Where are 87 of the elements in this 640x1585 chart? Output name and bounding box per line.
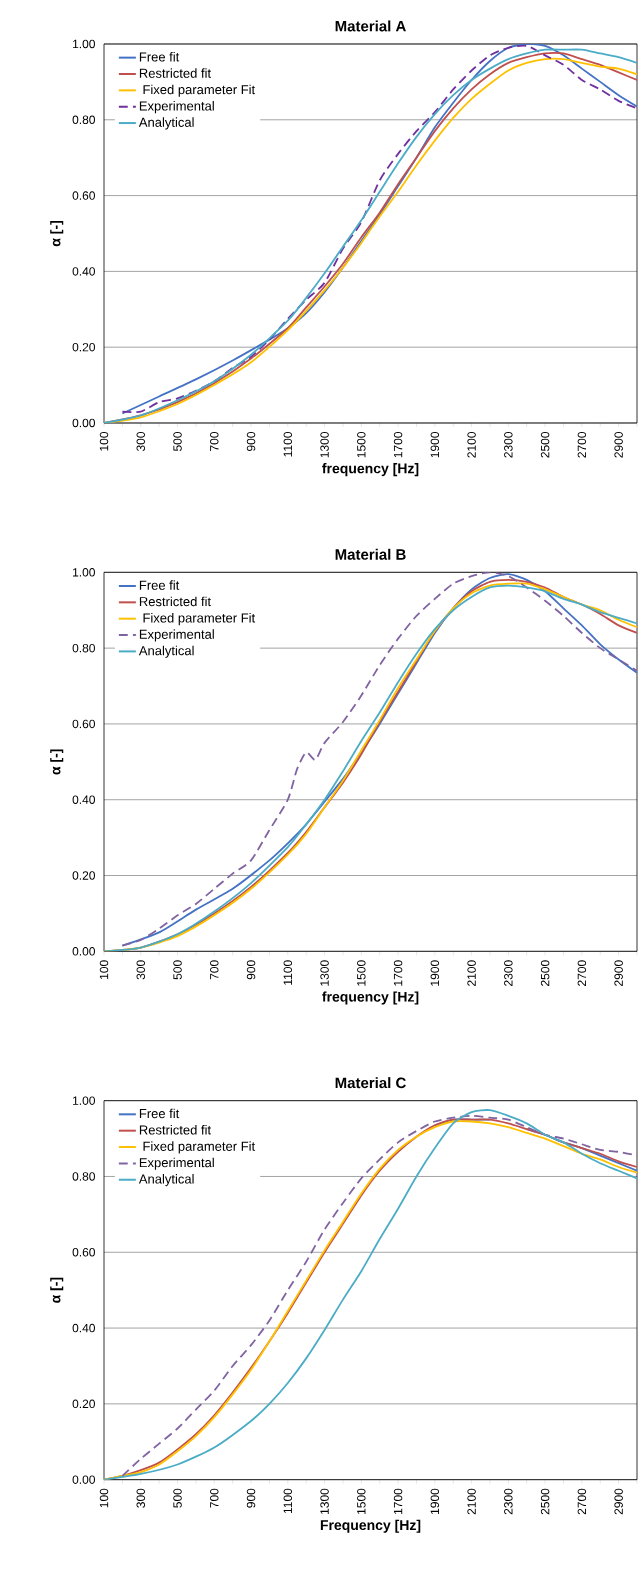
y-tick-label: 1.00 xyxy=(73,1096,95,1105)
y-tick-label: 0.80 xyxy=(72,1172,95,1181)
x-tick-label: 2900 xyxy=(614,431,623,458)
x-tick-label: 700 xyxy=(210,960,219,980)
legend-label: Restricted fit xyxy=(139,1124,211,1135)
x-tick-label: 2100 xyxy=(467,431,476,458)
y-tick-label: 0.00 xyxy=(72,1475,95,1484)
x-tick-label: 1100 xyxy=(283,1488,293,1514)
x-tick-label: 2100 xyxy=(467,1488,476,1515)
chart-title: Material B xyxy=(335,548,406,560)
x-tick-label: 500 xyxy=(173,1488,182,1508)
x-tick-label: 1500 xyxy=(357,960,366,986)
x-tick-label: 1300 xyxy=(320,431,329,458)
y-tick-label: 0.20 xyxy=(72,871,95,880)
x-tick-label: 2900 xyxy=(614,960,623,986)
x-tick-label: 900 xyxy=(246,960,256,980)
x-tick-label: 700 xyxy=(210,431,219,451)
legend-label: Fixed parameter Fit xyxy=(143,1141,256,1154)
legend-label: Fixed parameter Fit xyxy=(143,613,256,626)
y-tick-label: 0.20 xyxy=(72,342,95,352)
x-tick-label: 2500 xyxy=(540,431,550,458)
y-tick-label: 0.00 xyxy=(72,947,95,956)
legend-label: Free fit xyxy=(139,1108,180,1119)
x-axis-title: frequency [Hz] xyxy=(322,463,419,477)
y-tick-label: 0.00 xyxy=(72,418,95,428)
x-tick-label: 900 xyxy=(246,431,256,451)
y-tick-label: 0.80 xyxy=(72,643,95,653)
x-tick-label: 100 xyxy=(99,1488,109,1508)
legend-label: Experimental xyxy=(139,1157,214,1170)
legend-label: Restricted fit xyxy=(139,68,211,78)
y-axis-title: α [-] xyxy=(50,749,64,775)
chart-title: Material A xyxy=(335,20,406,32)
legend-label: Restricted fit xyxy=(139,596,211,607)
y-tick-label: 0.20 xyxy=(72,1399,95,1409)
x-tick-label: 900 xyxy=(246,1488,256,1508)
legend-label: Experimental xyxy=(139,101,214,114)
y-tick-label: 1.00 xyxy=(73,39,95,49)
x-tick-label: 500 xyxy=(173,431,182,452)
y-tick-label: 1.00 xyxy=(73,568,95,577)
x-tick-label: 300 xyxy=(136,960,146,980)
x-tick-label: 2900 xyxy=(614,1488,623,1515)
x-tick-label: 1900 xyxy=(430,1488,440,1514)
x-tick-label: 2700 xyxy=(577,960,587,986)
x-tick-label: 1300 xyxy=(320,960,329,986)
x-tick-label: 1700 xyxy=(393,1488,403,1514)
x-tick-label: 2300 xyxy=(504,1488,513,1515)
y-tick-label: 0.40 xyxy=(72,795,95,804)
x-tick-label: 1900 xyxy=(430,431,440,458)
x-axis-title: frequency [Hz] xyxy=(322,991,419,1005)
x-tick-label: 1500 xyxy=(357,431,366,458)
y-tick-label: 0.60 xyxy=(72,1248,95,1257)
x-tick-label: 100 xyxy=(99,960,109,979)
x-tick-label: 2700 xyxy=(577,1488,587,1515)
x-tick-label: 2300 xyxy=(504,431,513,458)
x-tick-label: 500 xyxy=(173,960,182,980)
x-tick-label: 1100 xyxy=(283,960,293,985)
legend-label: Analytical xyxy=(138,117,194,130)
chart-title: Material C xyxy=(335,1077,406,1089)
y-tick-label: 0.80 xyxy=(72,115,95,125)
x-axis-title: Frequency [Hz] xyxy=(320,1519,421,1533)
y-tick-label: 0.60 xyxy=(72,719,95,729)
legend-label: Fixed parameter Fit xyxy=(143,84,256,97)
x-tick-label: 300 xyxy=(136,431,146,452)
y-tick-label: 0.40 xyxy=(72,267,95,276)
x-tick-label: 2300 xyxy=(504,960,513,986)
legend-label: Analytical xyxy=(138,645,194,658)
x-tick-label: 2500 xyxy=(540,960,550,986)
legend-label: Experimental xyxy=(139,629,214,642)
x-tick-label: 100 xyxy=(99,431,109,451)
x-tick-label: 1700 xyxy=(393,960,403,986)
x-tick-label: 300 xyxy=(136,1488,146,1508)
x-tick-label: 1700 xyxy=(393,431,403,458)
legend-label: Free fit xyxy=(139,51,180,62)
x-tick-label: 2100 xyxy=(467,960,476,986)
y-tick-label: 0.40 xyxy=(72,1323,95,1333)
x-tick-label: 700 xyxy=(210,1488,219,1508)
y-axis-title: α [-] xyxy=(50,221,64,247)
legend-label: Free fit xyxy=(139,580,180,590)
x-tick-label: 1300 xyxy=(320,1488,329,1514)
x-tick-label: 2700 xyxy=(577,431,587,458)
y-tick-label: 0.60 xyxy=(72,191,95,200)
y-axis-title: α [-] xyxy=(50,1277,64,1303)
legend-label: Analytical xyxy=(138,1174,194,1187)
x-tick-label: 2500 xyxy=(540,1488,550,1515)
x-tick-label: 1900 xyxy=(430,960,440,986)
x-tick-label: 1100 xyxy=(283,431,293,457)
x-tick-label: 1500 xyxy=(357,1488,366,1514)
